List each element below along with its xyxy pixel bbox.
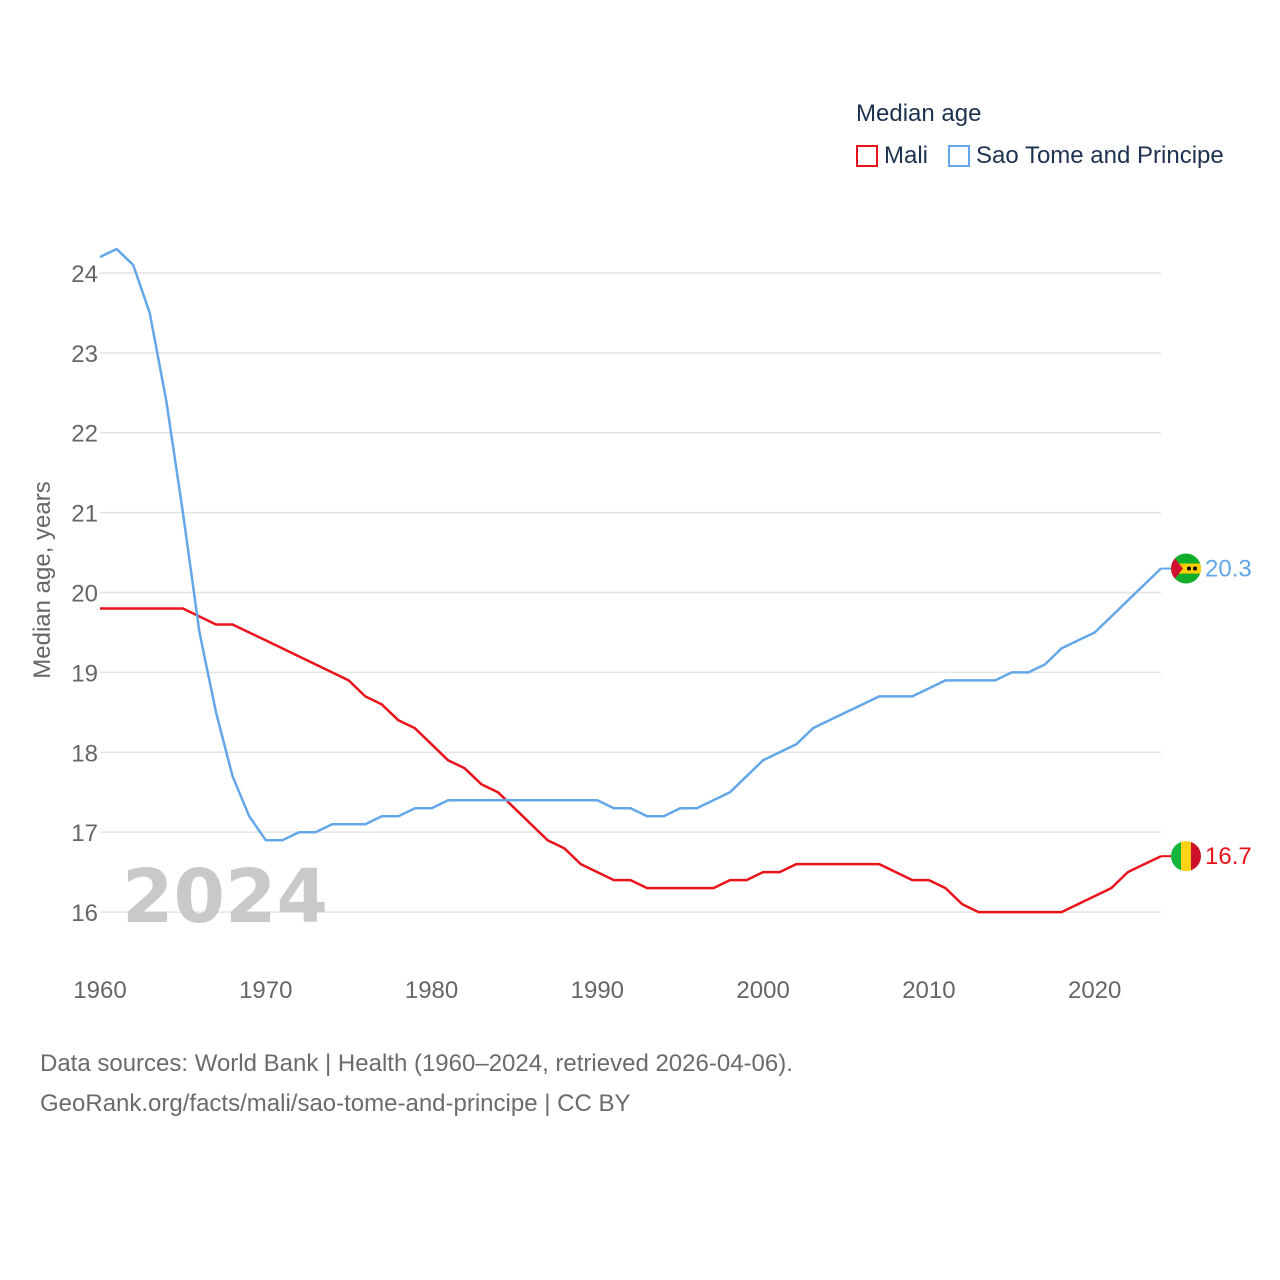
- footer: Data sources: World Bank | Health (1960–…: [40, 1044, 793, 1124]
- x-tick-label: 1970: [239, 977, 292, 1004]
- legend-title: Median age: [856, 100, 982, 127]
- y-tick-label: 17: [71, 820, 98, 847]
- legend-label-sao-tome: Sao Tome and Principe: [976, 142, 1224, 169]
- x-tick-label: 1990: [571, 977, 624, 1004]
- y-tick-label: 24: [71, 261, 98, 288]
- y-tick-label: 18: [71, 740, 98, 767]
- line-chart: 16 17 18 19 20 21 22 23 24 1960 1970 1980 1990 2000 2…: [29, 247, 1252, 1004]
- y-tick-label: 16: [71, 900, 98, 927]
- end-value-sao-tome: 20.3: [1205, 556, 1252, 583]
- y-tick-label: 23: [71, 341, 98, 368]
- flag-sao-tome-icon: [1171, 553, 1201, 584]
- legend-swatch-sao-tome: [948, 145, 971, 167]
- series-line-mali[interactable]: [100, 607, 1162, 914]
- legend-label-mali: Mali: [884, 142, 929, 169]
- x-tick-label: 1960: [73, 977, 126, 1004]
- flag-mali-icon: [1171, 841, 1201, 872]
- gridlines: [100, 272, 1161, 913]
- end-labels: 16.7 20.3: [1161, 553, 1252, 872]
- x-tick-label: 2010: [902, 977, 955, 1004]
- y-tick-label: 21: [71, 501, 98, 528]
- legend-item-sao-tome[interactable]: Sao Tome and Principe: [948, 142, 1224, 170]
- x-axis-ticks: 1960 1970 1980 1990 2000 2010 2020: [73, 977, 1121, 1004]
- year-watermark: 2024: [122, 854, 328, 940]
- x-tick-label: 2000: [736, 977, 789, 1004]
- y-tick-label: 22: [71, 421, 98, 448]
- legend-swatch-mali: [856, 145, 878, 167]
- y-axis-ticks: 16 17 18 19 20 21 22 23 24: [71, 261, 98, 927]
- end-value-mali: 16.7: [1205, 843, 1252, 870]
- footer-link[interactable]: GeoRank.org/facts/mali/sao-tome-and-prin…: [40, 1090, 631, 1117]
- series-line-sao-tome[interactable]: [99, 247, 1162, 842]
- y-tick-label: 20: [71, 581, 98, 608]
- x-tick-label: 2020: [1068, 977, 1121, 1004]
- legend-item-mali[interactable]: Mali: [856, 142, 928, 170]
- x-tick-label: 1980: [405, 977, 458, 1004]
- legend: Mali Sao Tome and Principe: [856, 142, 1244, 170]
- series-lines: [99, 247, 1162, 914]
- y-axis-label: Median age, years: [29, 481, 56, 678]
- y-tick-label: 19: [71, 660, 98, 687]
- footer-sources: Data sources: World Bank | Health (1960–…: [40, 1050, 793, 1077]
